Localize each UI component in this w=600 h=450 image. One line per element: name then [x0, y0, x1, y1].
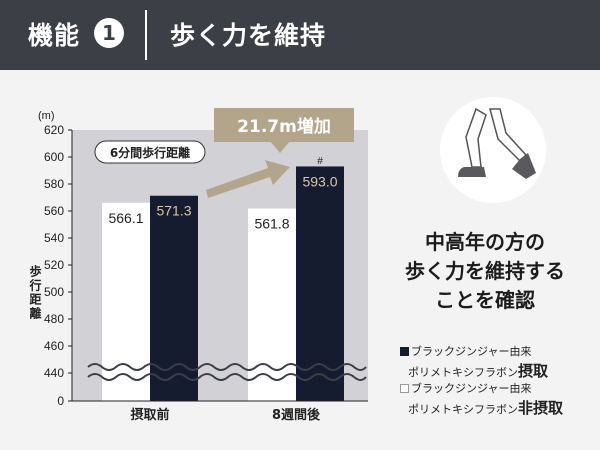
legend-nonintake-text1: ブラックジンジャー由来 [411, 382, 532, 395]
feature-label: 機能 [28, 21, 81, 50]
y-unit-label: (m) [38, 110, 55, 122]
legend-nonintake-line1: ブラックジンジャー由来 [400, 380, 563, 397]
y-tick-label: 580 [44, 177, 64, 191]
summary-message: 中高年の方の 歩く力を維持する ことを確認 [380, 228, 590, 315]
panel-label: 6分間歩行距離 [110, 145, 190, 160]
bar-value-label: 561.8 [254, 216, 289, 232]
significance-mark: # [317, 156, 323, 167]
feature-number-badge: 1 [94, 18, 124, 48]
y-tick-label: 600 [44, 150, 64, 164]
y-tick-label: 620 [44, 123, 64, 137]
y-tick-label: 520 [44, 258, 64, 272]
callout-box [214, 108, 354, 142]
walking-legs-icon [440, 97, 546, 203]
walking-distance-chart: 566.1 571.3 561.8 593.0 620 600 580 560 540 520 5… [28, 108, 368, 423]
y-tick-label: 500 [44, 285, 64, 299]
x-tick-label: 8週間後 [272, 407, 321, 423]
page-title: 歩く力を維持 [170, 21, 327, 50]
header-bar: 機能 1 歩く力を維持 [0, 0, 600, 70]
legend-intake-line2: ポリメトキシフラボン摂取 [400, 360, 563, 380]
legend-nonintake-strong: 非摂取 [518, 399, 564, 417]
x-tick-label: 摂取前 [130, 407, 169, 423]
chart-legend: ブラックジンジャー由来 ポリメトキシフラボン摂取 ブラックジンジャー由来 ポリメ… [400, 343, 563, 417]
summary-line-1: 中高年の方の [425, 230, 545, 254]
callout-text: 21.7m増加 [237, 116, 331, 137]
y-axis-title: 歩行距離 [28, 264, 42, 321]
legend-nonintake-line2: ポリメトキシフラボン非摂取 [400, 397, 564, 417]
axis-break-bottom-line [87, 373, 367, 381]
legend-nonintake-text2: ポリメトキシフラボン [408, 403, 518, 416]
bar-value-label: 566.1 [108, 210, 143, 226]
legend-intake-strong: 摂取 [518, 362, 549, 380]
y-tick-label: 460 [44, 339, 64, 353]
legend-swatch-light [400, 384, 409, 393]
bar-value-label: 571.3 [156, 203, 191, 219]
y-tick-label: 560 [44, 204, 64, 218]
increase-arrow [206, 160, 290, 198]
legend-intake-text2: ポリメトキシフラボン [408, 366, 518, 379]
bar-intake-1 [296, 166, 344, 401]
summary-line-2: 歩く力を維持する [405, 259, 565, 283]
summary-line-3: ことを確認 [435, 288, 535, 312]
axis-break-top-line [87, 363, 367, 371]
legend-intake-line1: ブラックジンジャー由来 [400, 343, 563, 360]
panel-label-box [94, 140, 206, 164]
y-tick-label: 440 [44, 366, 64, 380]
y-tick-label: 0 [57, 394, 64, 408]
legend-intake-text1: ブラックジンジャー由来 [411, 345, 532, 358]
y-tick-label: 480 [44, 312, 64, 326]
callout-pointer [270, 141, 290, 153]
bar-value-label: 593.0 [302, 173, 337, 189]
header-divider [145, 10, 147, 60]
y-tick-label: 540 [44, 231, 64, 245]
legend-swatch-dark [400, 347, 409, 356]
